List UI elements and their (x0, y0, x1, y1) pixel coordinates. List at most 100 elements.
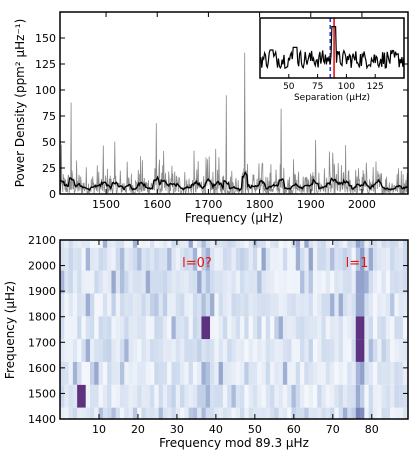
heatmap-cell (158, 339, 164, 362)
heatmap-cell (270, 339, 275, 362)
heatmap-cell (402, 339, 408, 362)
heatmap-cell (278, 316, 284, 340)
heatmap-cell (107, 240, 112, 248)
heatmap-cell (132, 293, 138, 317)
heatmap-cell (248, 339, 254, 362)
x-tick-label: 2000 (348, 198, 376, 211)
heatmap-cell (120, 240, 125, 248)
heatmap-cell (124, 240, 129, 248)
heatmap-cell (291, 247, 297, 271)
y-tick-label: 150 (35, 32, 56, 45)
heatmap-cell (77, 240, 82, 248)
heatmap-cell (312, 339, 318, 362)
heatmap-cell (201, 247, 207, 271)
y-tick-label: 50 (42, 136, 56, 149)
heatmap-cell (261, 240, 267, 248)
heatmap-cell (248, 316, 254, 340)
heatmap-cell (312, 240, 318, 248)
heatmap-cell (137, 240, 142, 248)
heatmap-cell (257, 240, 262, 248)
x-tick-label: 30 (170, 423, 184, 436)
heatmap-cell (64, 361, 69, 385)
heatmap-cell (205, 384, 211, 408)
heatmap-cell (171, 240, 177, 248)
heatmap-cell (381, 339, 387, 362)
heatmap-cell (162, 247, 168, 271)
heatmap-cell (111, 293, 117, 317)
heatmap-cell (77, 247, 82, 271)
heatmap-cell (394, 316, 399, 340)
heatmap-cell (141, 240, 147, 248)
heatmap-cell (201, 293, 207, 317)
heatmap-cell (184, 270, 189, 294)
heatmap-cell (342, 293, 348, 317)
heatmap-cell (137, 339, 142, 362)
heatmap-cell (265, 293, 271, 317)
heatmap-cell (398, 384, 404, 408)
heatmap-cell (158, 407, 164, 419)
heatmap-cell (154, 270, 159, 294)
heatmap-cell (338, 384, 344, 408)
heatmap-cell (111, 247, 117, 271)
heatmap-cell (188, 339, 194, 362)
heatmap-cell (137, 407, 142, 419)
heatmap-cell (124, 339, 129, 362)
heatmap-cell (274, 316, 279, 340)
heatmap-cell (287, 407, 292, 419)
heatmap-cell (231, 316, 237, 340)
heatmap-cell (385, 270, 391, 294)
heatmap-cell (175, 247, 181, 271)
heatmap-cell (278, 240, 284, 248)
heatmap-cell (145, 240, 151, 248)
heatmap-cell (201, 361, 207, 385)
heatmap-cell (205, 316, 211, 340)
heatmap-cell (124, 293, 129, 317)
y-tick-label: 1600 (28, 362, 56, 375)
heatmap-cell (64, 407, 69, 419)
heatmap-cell (265, 270, 271, 294)
heatmap-cell (295, 361, 301, 385)
heatmap-cell (102, 407, 108, 419)
heatmap-cell (295, 293, 301, 317)
heatmap-cell (141, 316, 147, 340)
heatmap-cell (180, 361, 185, 385)
heatmap-cell (325, 240, 331, 248)
heatmap-cell (257, 339, 262, 362)
heatmap-cell (167, 247, 172, 271)
heatmap-cell (364, 339, 369, 362)
heatmap-cell (321, 384, 327, 408)
heatmap-cell (394, 293, 399, 317)
heatmap-cell (188, 407, 194, 419)
heatmap-cell (240, 384, 245, 408)
heatmap-cell (381, 384, 387, 408)
heatmap-cell (77, 316, 82, 340)
heatmap-cell (360, 293, 365, 317)
heatmap-cell (141, 407, 147, 419)
heatmap-cell (85, 293, 91, 317)
heatmap-cell (210, 240, 215, 248)
heatmap-cell (90, 316, 95, 340)
inset-frame (259, 17, 405, 79)
heatmap-cell (145, 247, 151, 271)
heatmap-cell (282, 339, 288, 362)
heatmap-cell (274, 339, 279, 362)
heatmap-cell (184, 247, 189, 271)
heatmap-cell (115, 361, 121, 385)
heatmap-cell (154, 247, 159, 271)
heatmap-cell (261, 407, 267, 419)
heatmap-cell (150, 339, 155, 362)
heatmap-cell (351, 384, 357, 408)
heatmap-cell (338, 316, 344, 340)
heatmap-cell (321, 247, 327, 271)
heatmap-cell (98, 270, 104, 294)
heatmap-cell (240, 316, 245, 340)
heatmap-cell (248, 247, 254, 271)
heatmap-cell (355, 293, 361, 317)
heatmap-cell (137, 270, 142, 294)
heatmap-cell (240, 293, 245, 317)
heatmap-cell (265, 361, 271, 385)
inset-autocorrelation-line (259, 26, 405, 70)
heatmap-cell (218, 339, 224, 362)
heatmap-cell (111, 361, 117, 385)
heatmap-cell (244, 384, 249, 408)
